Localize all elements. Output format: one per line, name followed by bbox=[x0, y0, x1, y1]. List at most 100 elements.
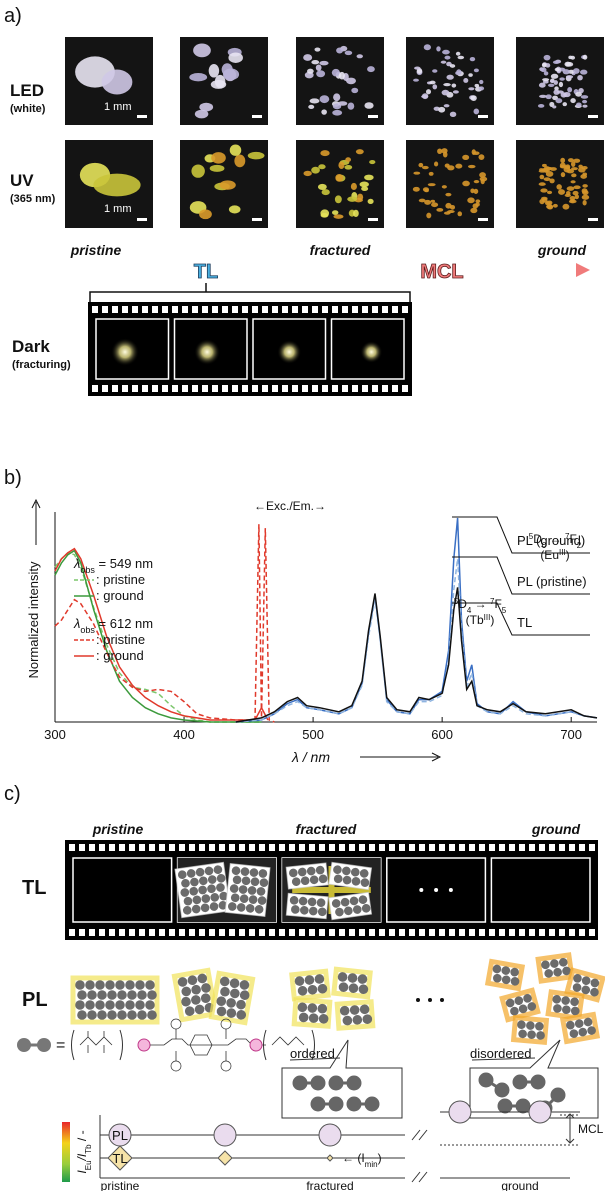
particle bbox=[544, 55, 551, 61]
sprocket bbox=[362, 306, 368, 313]
particle bbox=[463, 78, 468, 83]
scale-bar bbox=[137, 115, 147, 118]
sprocket bbox=[249, 844, 255, 851]
ellipsis-dot bbox=[440, 998, 444, 1002]
sprocket bbox=[339, 844, 345, 851]
sprocket bbox=[292, 385, 298, 392]
particle bbox=[455, 164, 462, 169]
particle bbox=[575, 194, 579, 199]
sprocket bbox=[322, 385, 328, 392]
particle bbox=[457, 211, 462, 216]
particle bbox=[346, 78, 356, 85]
annotation-part: ) bbox=[566, 548, 570, 562]
particle bbox=[555, 98, 562, 103]
sprocket bbox=[469, 844, 475, 851]
sprocket bbox=[289, 929, 295, 936]
sprocket bbox=[459, 929, 465, 936]
particle bbox=[539, 95, 547, 98]
particle bbox=[189, 73, 207, 81]
sprocket bbox=[509, 929, 515, 936]
particle bbox=[563, 69, 570, 74]
particle bbox=[566, 191, 571, 195]
particle bbox=[316, 70, 325, 77]
sprocket bbox=[152, 385, 158, 392]
sprocket bbox=[379, 844, 385, 851]
sprocket bbox=[342, 306, 348, 313]
sprocket bbox=[132, 385, 138, 392]
particle bbox=[571, 180, 576, 183]
sprocket bbox=[152, 306, 158, 313]
row-label: TL bbox=[22, 877, 46, 899]
particle bbox=[318, 164, 325, 169]
sprocket bbox=[212, 385, 218, 392]
particle bbox=[441, 148, 447, 153]
sprocket bbox=[332, 306, 338, 313]
sprocket bbox=[389, 844, 395, 851]
label-part: ) bbox=[378, 1151, 382, 1165]
annotation-part: F bbox=[569, 532, 576, 546]
particle bbox=[338, 101, 348, 106]
particle bbox=[321, 213, 329, 218]
sprocket bbox=[102, 385, 108, 392]
particle bbox=[559, 82, 563, 87]
particle bbox=[413, 79, 419, 82]
particle bbox=[450, 64, 455, 68]
particle bbox=[191, 164, 204, 177]
particle bbox=[426, 89, 431, 94]
sprocket bbox=[499, 929, 505, 936]
color-bar bbox=[62, 1122, 70, 1182]
molecule-dot bbox=[127, 1010, 137, 1020]
sprocket bbox=[439, 844, 445, 851]
sprocket bbox=[579, 929, 585, 936]
particle bbox=[453, 90, 459, 93]
particle bbox=[570, 98, 575, 103]
annotation-part: III bbox=[559, 548, 566, 557]
particle bbox=[478, 154, 484, 160]
x-label: pristine bbox=[101, 1179, 140, 1191]
particle bbox=[248, 152, 265, 159]
photo bbox=[516, 37, 604, 125]
tl-label: TL bbox=[194, 261, 218, 283]
particle bbox=[549, 178, 554, 183]
sprocket bbox=[189, 929, 195, 936]
sprocket bbox=[372, 385, 378, 392]
particle bbox=[429, 81, 435, 85]
sprocket bbox=[379, 929, 385, 936]
molecule-dot bbox=[95, 1000, 105, 1010]
x-label: ground bbox=[501, 1179, 538, 1191]
particle bbox=[322, 189, 330, 195]
particle bbox=[432, 84, 437, 89]
sprocket bbox=[409, 929, 415, 936]
particle bbox=[563, 92, 570, 97]
cluster bbox=[73, 978, 157, 1022]
cluster bbox=[286, 893, 328, 918]
molecule-structure: = bbox=[17, 1019, 315, 1071]
molecule-dot bbox=[125, 980, 135, 990]
particle bbox=[345, 51, 353, 55]
particle bbox=[583, 55, 588, 60]
particle bbox=[414, 66, 420, 69]
particle bbox=[229, 205, 241, 213]
row-label: Dark bbox=[12, 337, 50, 356]
sprocket bbox=[489, 929, 495, 936]
sprocket bbox=[92, 385, 98, 392]
particle bbox=[563, 102, 568, 106]
row-label: UV bbox=[10, 171, 34, 190]
sprocket bbox=[182, 385, 188, 392]
particle bbox=[333, 93, 340, 101]
sprocket bbox=[232, 385, 238, 392]
sprocket bbox=[199, 844, 205, 851]
particle bbox=[422, 93, 428, 99]
molecule-dot bbox=[137, 990, 147, 1000]
sprocket bbox=[109, 844, 115, 851]
cluster bbox=[514, 1018, 547, 1043]
particle bbox=[432, 69, 437, 72]
particle bbox=[310, 98, 320, 103]
particle bbox=[562, 204, 569, 210]
particle bbox=[558, 189, 565, 195]
sprocket bbox=[429, 929, 435, 936]
series-line bbox=[55, 551, 262, 722]
particle bbox=[424, 44, 431, 50]
x-axis-label: λ / nm bbox=[291, 749, 330, 765]
sprocket bbox=[79, 844, 85, 851]
